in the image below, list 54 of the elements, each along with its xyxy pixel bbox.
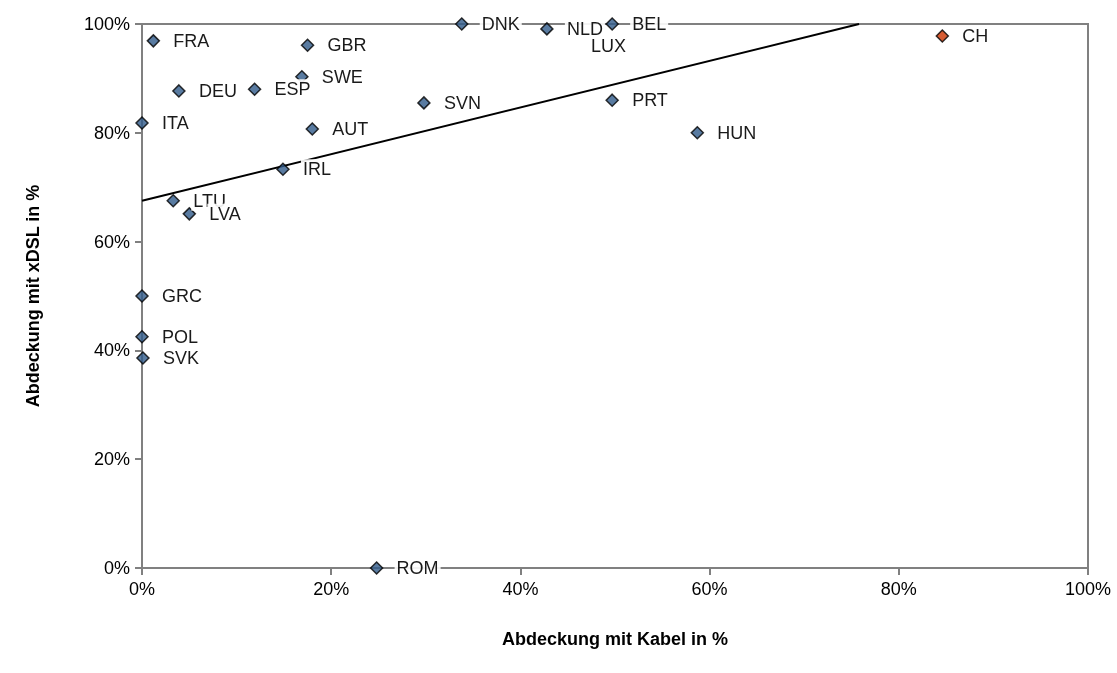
point <box>136 351 150 365</box>
annotation: AUT <box>332 118 369 139</box>
point <box>300 38 315 52</box>
point <box>455 17 469 31</box>
point <box>146 34 161 48</box>
point <box>135 116 149 130</box>
annotation: POL <box>162 326 199 347</box>
annotation: SVK <box>162 348 199 369</box>
annotation: FRA <box>173 30 210 51</box>
y-tick-label: 0% <box>103 558 130 578</box>
annotation: IRL <box>302 159 331 180</box>
point <box>605 17 619 31</box>
y-tick-label: 80% <box>93 122 130 143</box>
y-tick-label: 20% <box>93 449 130 470</box>
point <box>135 289 149 303</box>
annotation: GRC <box>162 286 202 306</box>
annotation: DEU <box>198 80 237 101</box>
annotation: CH <box>962 25 989 46</box>
annotation: ROM <box>396 558 439 578</box>
point <box>540 22 554 36</box>
point <box>172 84 186 98</box>
point <box>605 93 619 107</box>
x-axis-title: Abdeckung mit Kabel in % <box>501 629 729 649</box>
annotation: ESP <box>274 79 311 100</box>
point <box>182 207 197 221</box>
annotation: DNK <box>481 14 520 34</box>
annotation: ITA <box>162 113 189 134</box>
annotation: LUX <box>591 36 627 56</box>
x-tick-label: 100% <box>1064 579 1112 599</box>
point <box>276 162 290 176</box>
point <box>305 122 320 136</box>
x-tick-label: 80% <box>880 579 917 599</box>
point <box>935 29 950 43</box>
annotation: SWE <box>321 66 363 87</box>
point <box>166 194 180 208</box>
x-tick-label: 60% <box>691 579 728 599</box>
x-tick-label: 20% <box>313 579 350 599</box>
y-axis-title: Abdeckung mit xDSL in % <box>23 184 43 408</box>
annotation: PRT <box>632 90 668 111</box>
point <box>247 82 262 97</box>
point <box>417 96 431 110</box>
annotation: HUN <box>717 122 757 143</box>
point <box>369 561 384 575</box>
annotation: GBR <box>327 35 367 56</box>
y-tick-label: 40% <box>93 340 130 361</box>
point <box>135 330 149 344</box>
annotation: SVN <box>443 92 481 113</box>
y-tick-label: 100% <box>83 14 130 34</box>
x-tick-label: 40% <box>502 579 539 599</box>
annotation: NLD <box>566 18 603 39</box>
annotation: BEL <box>632 14 667 34</box>
y-tick-label: 60% <box>93 231 130 252</box>
x-tick-label: 0% <box>128 579 156 599</box>
point <box>690 126 705 140</box>
